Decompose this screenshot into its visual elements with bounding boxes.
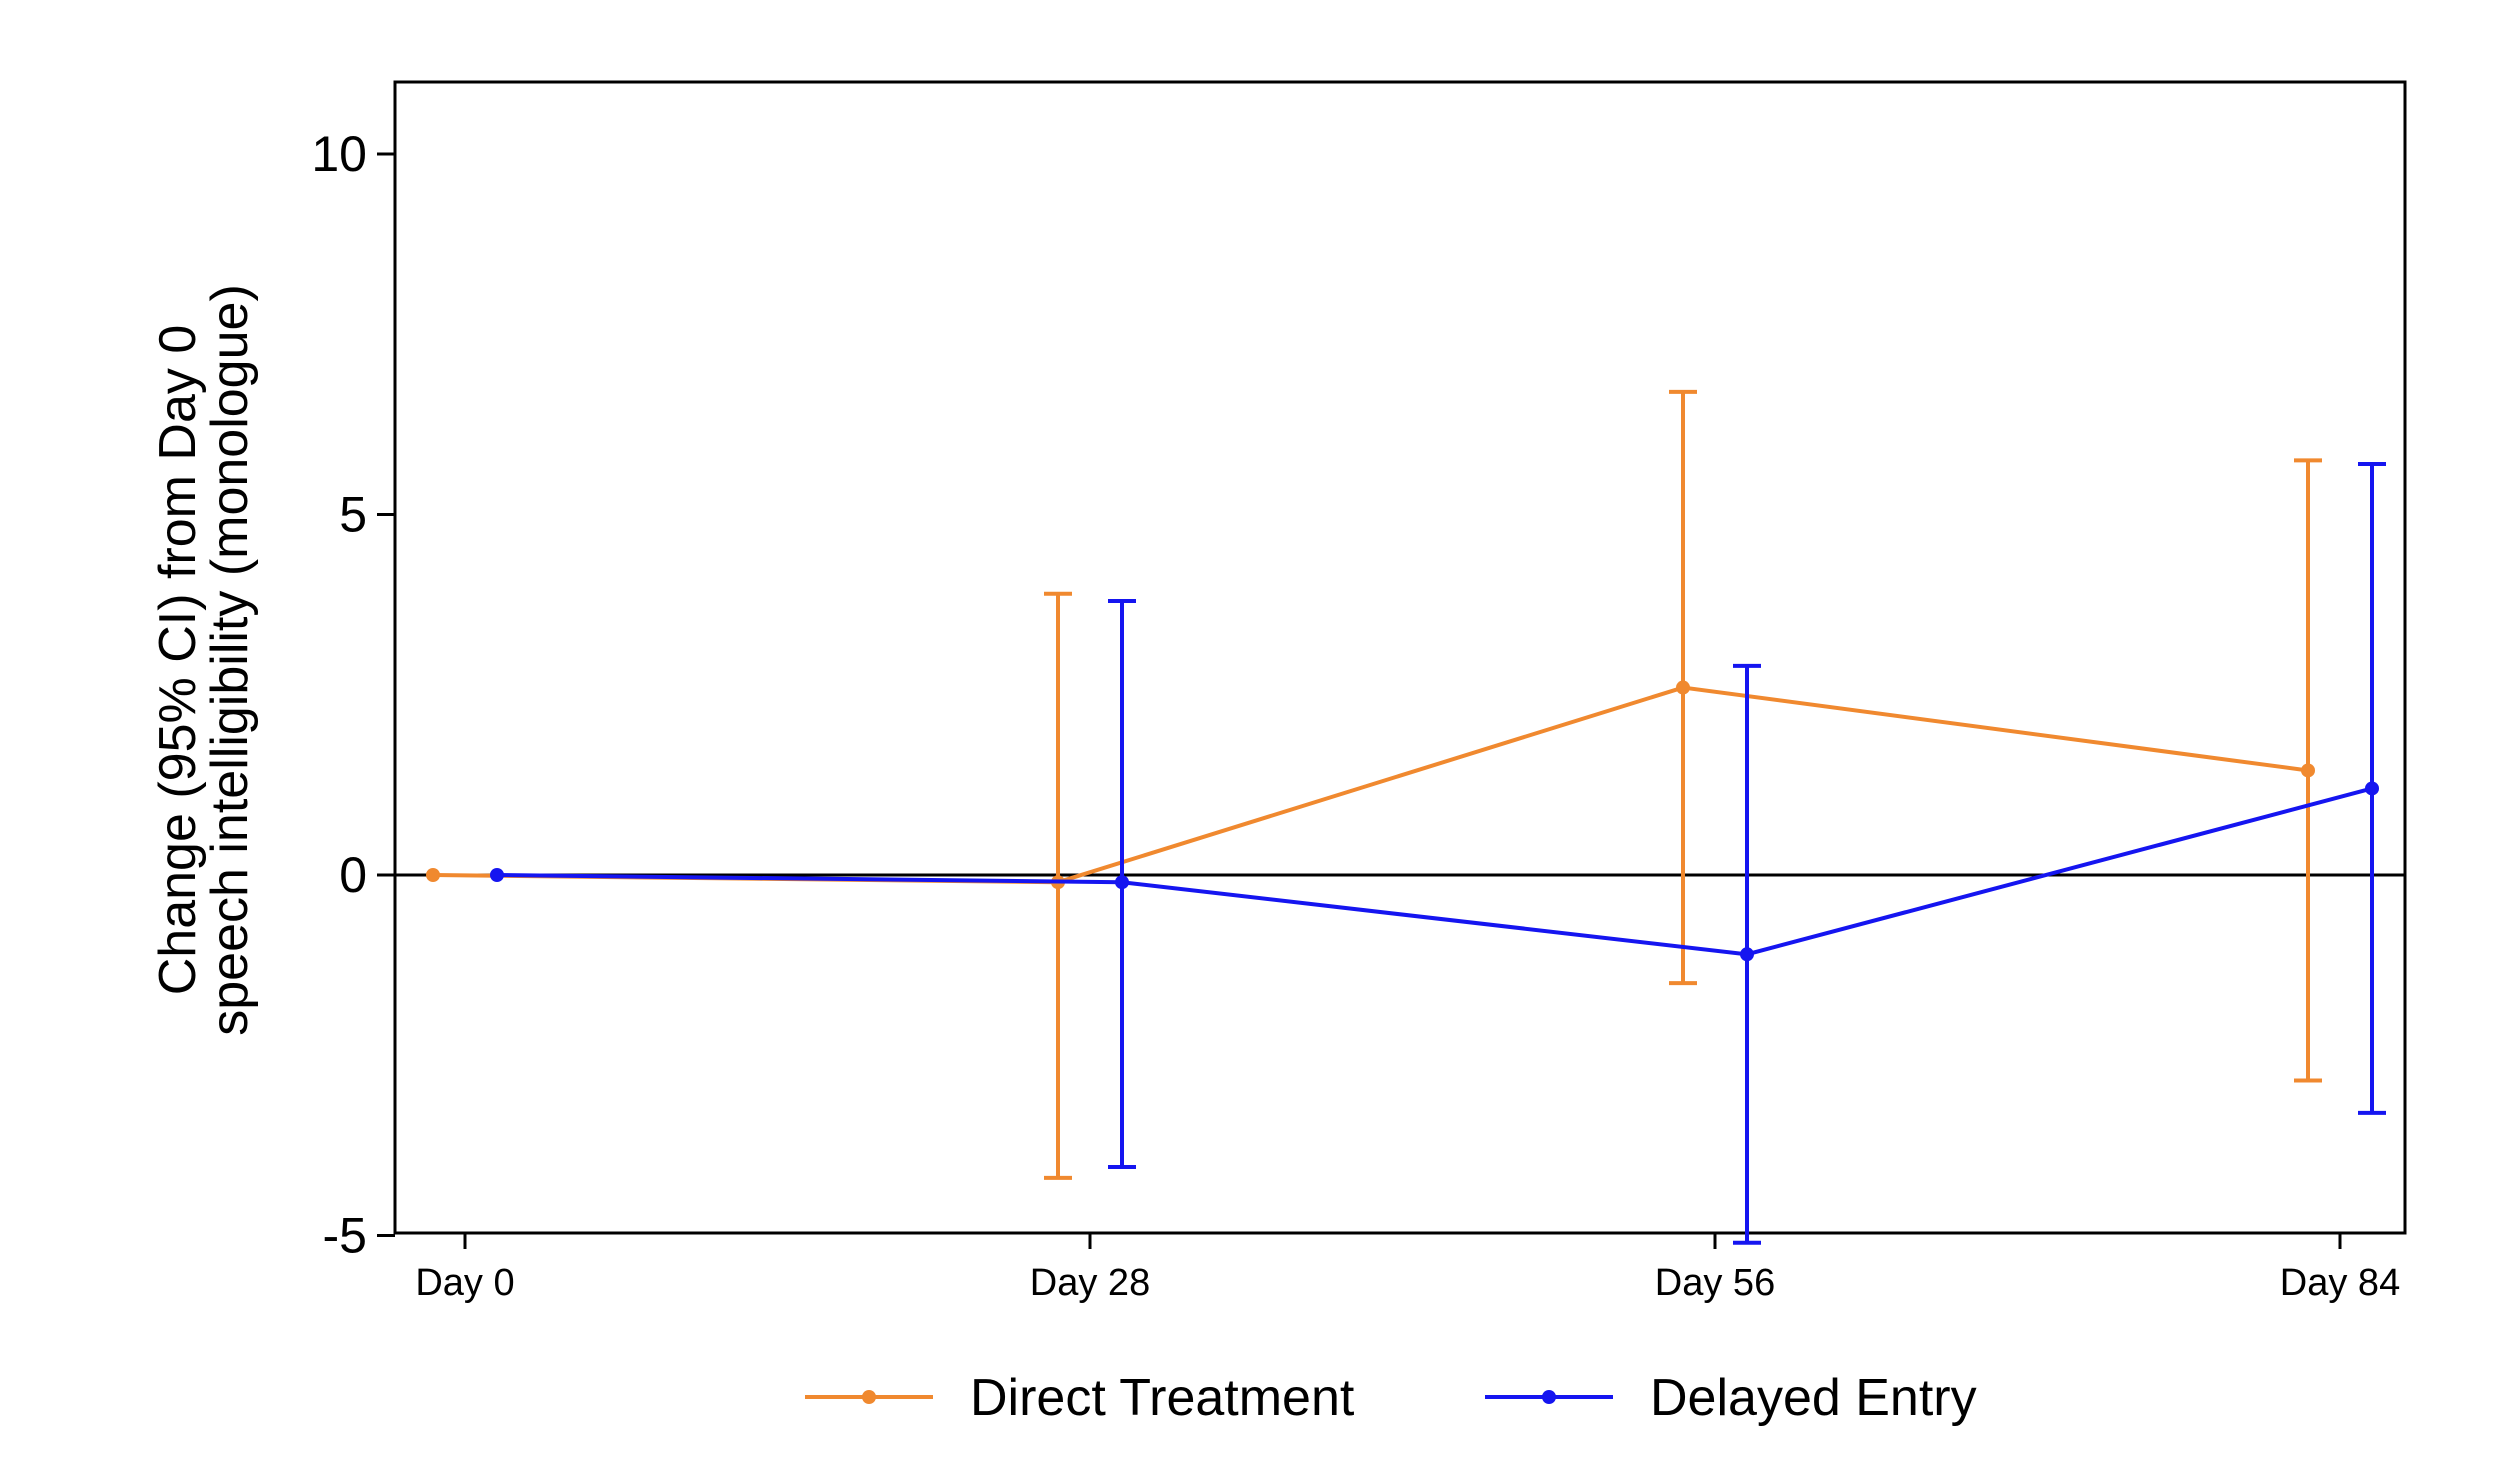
y-axis-title-line-2: speech intelligibility (monologue) [201, 284, 259, 1036]
direct-treatment-point [2301, 763, 2315, 778]
delayed-entry-point [490, 868, 504, 882]
x-tick-label: Day 28 [1030, 1262, 1150, 1304]
plot-area: -5 0 5 10 Day 0 Day 28 Day 56 Day 84 [311, 80, 2407, 1304]
y-tick-label: 5 [339, 487, 367, 543]
delayed-entry-point [1115, 875, 1129, 890]
plot-frame [393, 80, 2407, 1235]
delayed-entry-point [2365, 781, 2379, 796]
direct-treatment-point [1676, 680, 1690, 695]
legend-marker-direct-treatment [862, 1390, 876, 1404]
delayed-entry-line [496, 786, 2373, 957]
x-tick-label: Day 56 [1655, 1262, 1775, 1304]
delayed-entry-point [1740, 947, 1754, 962]
y-tick-label: -5 [323, 1208, 367, 1264]
y-axis-title-line-1: Change (95% CI) from Day 0 [149, 325, 207, 996]
legend-marker-delayed-entry [1542, 1390, 1556, 1404]
y-tick-label: 0 [339, 847, 367, 903]
x-tick-label: Day 84 [2280, 1262, 2400, 1304]
legend-label-delayed-entry: Delayed Entry [1650, 1369, 1977, 1427]
legend-item-direct-treatment: Direct Treatment [805, 1369, 1355, 1427]
x-tick-label: Day 0 [415, 1262, 514, 1304]
y-tick-label: 10 [311, 126, 367, 182]
legend-item-delayed-entry: Delayed Entry [1485, 1369, 1977, 1427]
legend: Direct Treatment Delayed Entry [805, 1369, 1977, 1427]
legend-label-direct-treatment: Direct Treatment [970, 1369, 1355, 1427]
direct-treatment-point [426, 868, 440, 882]
